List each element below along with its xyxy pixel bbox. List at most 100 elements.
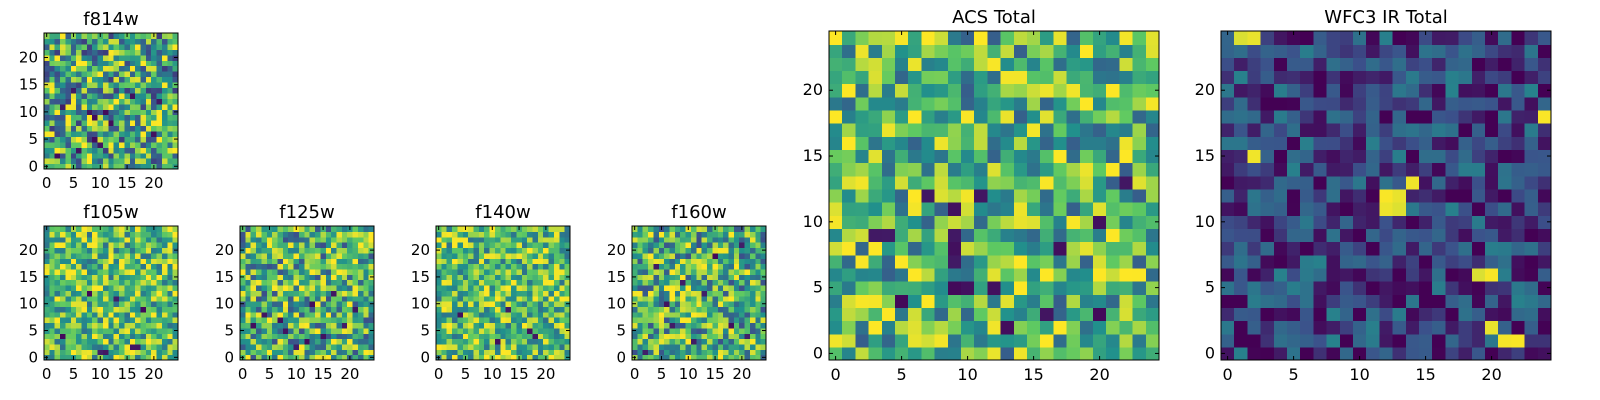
heatmap-cell — [172, 226, 179, 232]
heatmap-cell — [553, 242, 560, 249]
heatmap-cell — [868, 202, 883, 216]
heatmap-cell — [755, 306, 762, 313]
heatmap-cell — [642, 274, 649, 281]
heatmap-cell — [1419, 83, 1433, 98]
heatmap-cell — [108, 98, 115, 105]
heatmap-cell — [113, 290, 120, 297]
heatmap-cell — [548, 338, 555, 345]
heatmap-cell — [921, 175, 936, 190]
f814w-frame — [43, 32, 179, 170]
heatmap-cell — [92, 109, 99, 116]
heatmap-cell — [60, 98, 67, 105]
y-tick-label: 5 — [28, 322, 38, 340]
heatmap-cell — [331, 258, 338, 265]
heatmap-cell — [1524, 346, 1539, 361]
heatmap-cell — [304, 284, 311, 291]
heatmap-cell — [559, 284, 566, 291]
heatmap-cell — [70, 242, 77, 249]
heatmap-cell — [1392, 294, 1407, 308]
heatmap-cell — [86, 147, 93, 154]
heatmap-cell — [113, 65, 120, 72]
heatmap-cell — [548, 231, 555, 238]
heatmap-cell — [145, 152, 152, 159]
heatmap-cell — [97, 279, 104, 286]
heatmap-cell — [1040, 320, 1054, 335]
heatmap-cell — [60, 311, 67, 318]
heatmap-cell — [543, 301, 550, 307]
heatmap-cell — [363, 247, 370, 254]
heatmap-cell — [347, 322, 354, 329]
heatmap-cell — [266, 301, 273, 307]
heatmap-cell — [760, 349, 767, 356]
heatmap-cell — [54, 268, 61, 275]
heatmap-cell — [760, 295, 767, 302]
heatmap-cell — [1260, 96, 1275, 111]
heatmap-cell — [733, 236, 740, 243]
heatmap-cell — [315, 274, 321, 281]
heatmap-cell — [1313, 228, 1328, 243]
heatmap-cell — [1093, 241, 1107, 256]
heatmap-cell — [250, 279, 257, 286]
heatmap-cell — [842, 109, 856, 124]
heatmap-cell — [664, 327, 671, 334]
heatmap-cell — [1537, 57, 1552, 72]
heatmap-cell — [489, 258, 496, 265]
heatmap-cell — [156, 49, 163, 56]
heatmap-cell — [1053, 202, 1068, 216]
heatmap-cell — [690, 274, 697, 281]
heatmap-cell — [1013, 346, 1028, 361]
heatmap-cell — [86, 338, 93, 345]
heatmap-cell — [325, 311, 332, 318]
heatmap-cell — [140, 158, 147, 165]
heatmap-cell — [632, 290, 638, 297]
heatmap-cell — [1027, 254, 1041, 269]
heatmap-cell — [341, 279, 348, 286]
heatmap-cell — [70, 60, 77, 67]
heatmap-cell — [974, 267, 988, 282]
heatmap-cell — [92, 81, 99, 88]
heatmap-cell — [739, 252, 746, 259]
heatmap-cell — [564, 236, 571, 243]
heatmap-cell — [1432, 346, 1446, 361]
heatmap-cell — [653, 317, 660, 324]
heatmap-cell — [70, 141, 77, 148]
heatmap-cell — [664, 231, 671, 238]
heatmap-cell — [124, 247, 131, 254]
heatmap-cell — [685, 284, 692, 291]
heatmap-cell — [1498, 175, 1512, 190]
heatmap-cell — [664, 322, 671, 329]
heatmap-cell — [250, 333, 257, 340]
heatmap-cell — [1079, 307, 1094, 322]
heatmap-cell — [527, 247, 534, 254]
heatmap-cell — [245, 354, 252, 361]
heatmap-cell — [974, 202, 988, 216]
heatmap-cell — [256, 311, 263, 318]
heatmap-cell — [282, 295, 289, 302]
heatmap-cell — [54, 98, 61, 105]
heatmap-cell — [728, 301, 735, 307]
heatmap-cell — [947, 215, 962, 229]
heatmap-cell — [701, 226, 708, 232]
heatmap-cell — [473, 311, 480, 318]
heatmap-cell — [537, 236, 544, 243]
heatmap-cell — [1326, 202, 1341, 216]
heatmap-cell — [124, 43, 131, 50]
heatmap-cell — [707, 236, 713, 243]
heatmap-cell — [527, 343, 534, 350]
heatmap-cell — [145, 54, 152, 61]
heatmap-cell — [1119, 241, 1134, 256]
heatmap-cell — [1485, 149, 1499, 164]
heatmap-cell — [1106, 109, 1120, 124]
heatmap-cell — [161, 274, 168, 281]
acs_total-title: ACS Total — [952, 7, 1036, 28]
heatmap-cell — [1079, 149, 1094, 164]
heatmap-cell — [161, 247, 168, 254]
heatmap-cell — [1273, 320, 1288, 335]
heatmap-cell — [1366, 123, 1380, 137]
heatmap-cell — [516, 284, 523, 291]
heatmap-cell — [489, 338, 496, 345]
heatmap-cell — [102, 141, 109, 148]
heatmap-cell — [124, 295, 131, 302]
heatmap-cell — [1471, 57, 1486, 72]
heatmap-cell — [1132, 109, 1147, 124]
